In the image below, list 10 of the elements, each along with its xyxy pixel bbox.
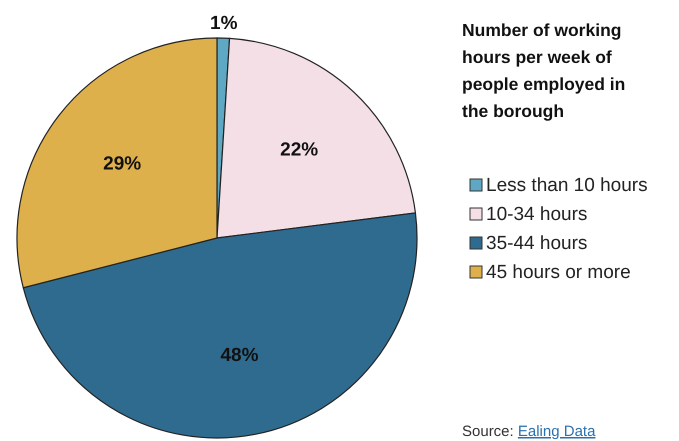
data-label: 22% xyxy=(280,140,318,161)
legend-label: 35-44 hours xyxy=(486,233,588,254)
data-label: 48% xyxy=(220,344,259,366)
text: Number of working hours per week of people employed in the borough xyxy=(462,20,626,121)
data-label: 1% xyxy=(210,13,238,34)
source-note: Source: Ealing Data xyxy=(462,423,596,440)
legend-label: 10-34 hours xyxy=(486,204,588,226)
legend-label: 45 hours or more xyxy=(486,262,631,284)
data-label: 29% xyxy=(103,153,142,174)
legend-label: Less than 10 hours xyxy=(486,175,648,196)
